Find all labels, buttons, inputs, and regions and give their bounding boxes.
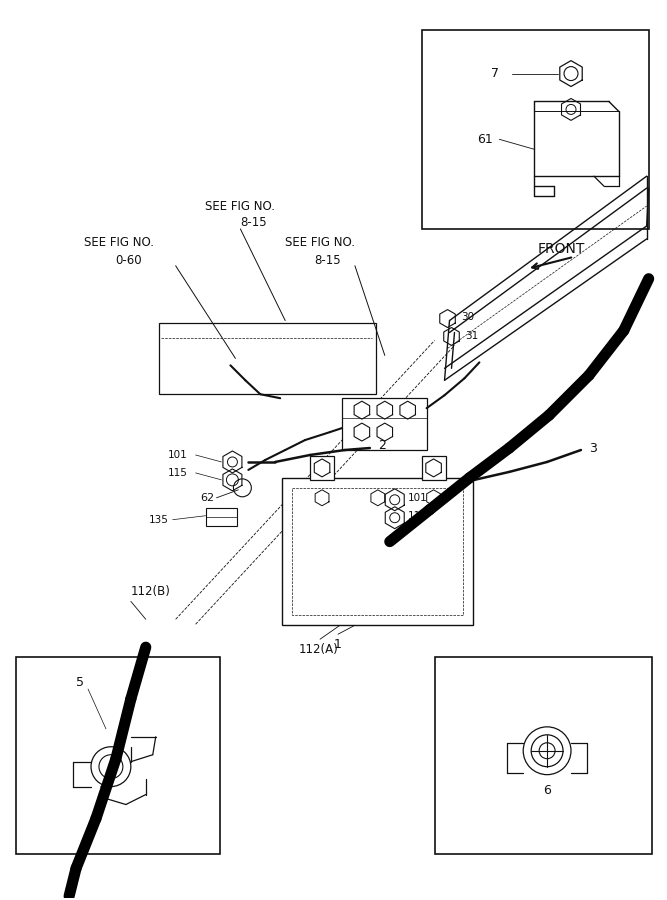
Text: 7: 7 xyxy=(492,68,500,80)
Bar xyxy=(16,657,221,854)
Text: SEE FIG NO.: SEE FIG NO. xyxy=(285,237,355,249)
Text: 115: 115 xyxy=(408,510,428,521)
Text: 3: 3 xyxy=(589,442,597,454)
Text: SEE FIG NO.: SEE FIG NO. xyxy=(84,237,154,249)
Bar xyxy=(435,657,652,854)
Text: 135: 135 xyxy=(149,515,169,525)
Text: 1: 1 xyxy=(334,638,342,651)
Text: 101: 101 xyxy=(408,493,428,503)
Bar xyxy=(422,456,446,480)
Text: 112(B): 112(B) xyxy=(131,585,171,598)
Text: 0-60: 0-60 xyxy=(115,255,142,267)
Text: 115: 115 xyxy=(167,468,187,478)
Bar xyxy=(342,398,427,450)
Bar xyxy=(310,456,334,480)
Bar xyxy=(292,488,464,616)
Text: 31: 31 xyxy=(466,331,479,341)
Text: 61: 61 xyxy=(478,133,493,146)
Text: 2: 2 xyxy=(378,438,386,452)
Text: 8-15: 8-15 xyxy=(315,255,342,267)
Text: 6: 6 xyxy=(543,784,551,797)
Bar xyxy=(159,322,376,394)
Text: 112(A): 112(A) xyxy=(298,643,338,656)
Text: SEE FIG NO.: SEE FIG NO. xyxy=(205,200,275,212)
Bar xyxy=(422,30,649,229)
Text: 62: 62 xyxy=(201,493,215,503)
Bar xyxy=(205,508,237,526)
Text: 30: 30 xyxy=(462,311,475,321)
Bar xyxy=(282,478,474,626)
Text: 8-15: 8-15 xyxy=(240,216,267,230)
Text: 5: 5 xyxy=(76,676,84,688)
Text: FRONT: FRONT xyxy=(537,242,584,256)
Text: 101: 101 xyxy=(167,450,187,460)
